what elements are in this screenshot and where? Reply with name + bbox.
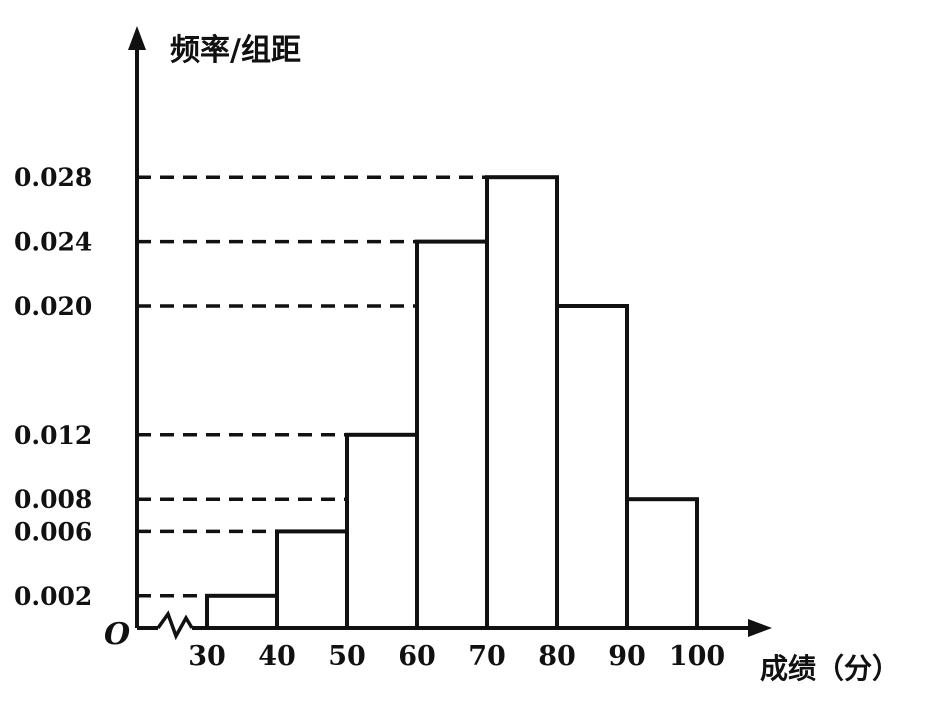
y-tick-label: 0.006 — [14, 517, 92, 546]
histogram-bar — [487, 177, 557, 628]
x-tick-label: 100 — [669, 641, 725, 672]
histogram-bars — [207, 177, 697, 628]
histogram-bar — [557, 306, 627, 628]
x-tick-label: 60 — [398, 641, 436, 672]
x-tick-label: 50 — [328, 641, 366, 672]
histogram-bar — [627, 499, 697, 628]
y-tick-labels: 0.002 0.006 0.008 0.012 0.020 0.024 0.028 — [14, 163, 92, 611]
y-axis-title: 频率/组距 — [170, 33, 301, 68]
y-tick-label: 0.028 — [14, 163, 92, 192]
y-axis-arrow-icon — [128, 26, 146, 50]
histogram-bar — [347, 435, 417, 628]
x-tick-label: 30 — [188, 641, 226, 672]
axis-break-mark — [158, 614, 192, 636]
histogram-bar — [417, 242, 487, 628]
y-tick-label: 0.002 — [14, 582, 92, 611]
y-tick-label: 0.008 — [14, 485, 92, 514]
histogram-bar — [277, 531, 347, 628]
histogram-bar — [207, 596, 277, 628]
x-tick-label: 70 — [468, 641, 506, 672]
x-tick-label: 90 — [608, 641, 646, 672]
x-tick-labels: 30 40 50 60 70 80 90 100 — [188, 641, 725, 672]
origin-label: O — [104, 617, 130, 652]
y-tick-label: 0.012 — [14, 421, 92, 450]
x-axis-arrow-icon — [748, 619, 772, 637]
x-axis-title: 成绩（分） — [760, 652, 900, 685]
y-tick-label: 0.024 — [14, 228, 92, 257]
x-tick-label: 80 — [538, 641, 576, 672]
y-tick-label: 0.020 — [14, 292, 92, 321]
x-tick-label: 40 — [258, 641, 296, 672]
